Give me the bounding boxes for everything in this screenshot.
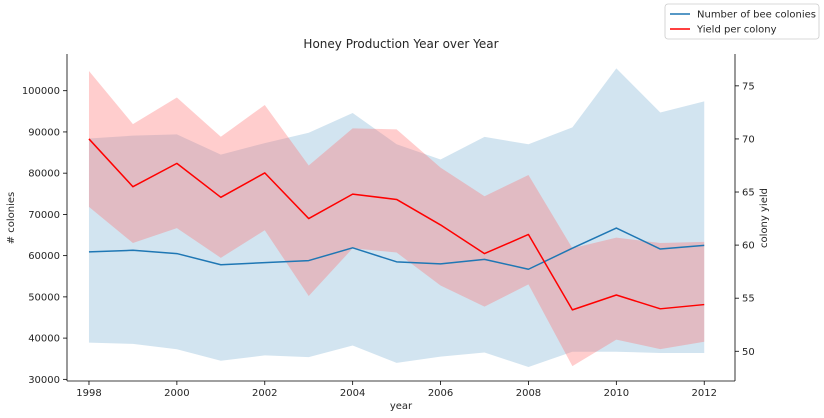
y-axis-right-label: colony yield bbox=[759, 188, 770, 248]
chart-title: Honey Production Year over Year bbox=[303, 37, 498, 51]
legend: Number of bee colonies Yield per colony bbox=[664, 3, 820, 40]
y-left-tick-label: 70000 bbox=[28, 210, 60, 221]
x-tick-label: 1998 bbox=[76, 388, 101, 399]
y-left-tick-label: 60000 bbox=[28, 251, 60, 262]
x-tick-label: 2002 bbox=[252, 388, 277, 399]
x-tick-label: 2000 bbox=[164, 388, 189, 399]
x-tick-label: 2006 bbox=[428, 388, 453, 399]
y-right-tick-label: 50 bbox=[742, 347, 755, 358]
y-left-tick-label: 40000 bbox=[28, 334, 60, 345]
legend-label-yield: Yield per colony bbox=[696, 25, 777, 36]
y-left-tick-label: 80000 bbox=[28, 169, 60, 180]
x-tick-label: 2010 bbox=[604, 388, 629, 399]
y-left-tick-label: 100000 bbox=[22, 86, 60, 97]
y-left-tick-label: 50000 bbox=[28, 292, 60, 303]
y-right-tick-label: 60 bbox=[742, 241, 755, 252]
legend-frame bbox=[664, 3, 820, 40]
confidence-band-yield bbox=[88, 70, 705, 367]
y-right-tick-label: 75 bbox=[742, 81, 755, 92]
y-right-tick-label: 55 bbox=[742, 294, 755, 305]
legend-label-colonies: Number of bee colonies bbox=[697, 10, 816, 21]
y-axis-left-label: # colonies bbox=[6, 192, 17, 245]
x-tick-label: 2008 bbox=[516, 388, 541, 399]
x-axis-label: year bbox=[390, 401, 413, 412]
confidence-band-colonies bbox=[88, 68, 705, 367]
y-right-tick-label: 70 bbox=[742, 134, 755, 145]
y-left-tick-label: 90000 bbox=[28, 127, 60, 138]
x-tick-label: 2012 bbox=[692, 388, 717, 399]
y-left-tick-label: 30000 bbox=[28, 375, 60, 386]
x-tick-label: 2004 bbox=[340, 388, 365, 399]
y-right-tick-label: 65 bbox=[742, 188, 755, 199]
